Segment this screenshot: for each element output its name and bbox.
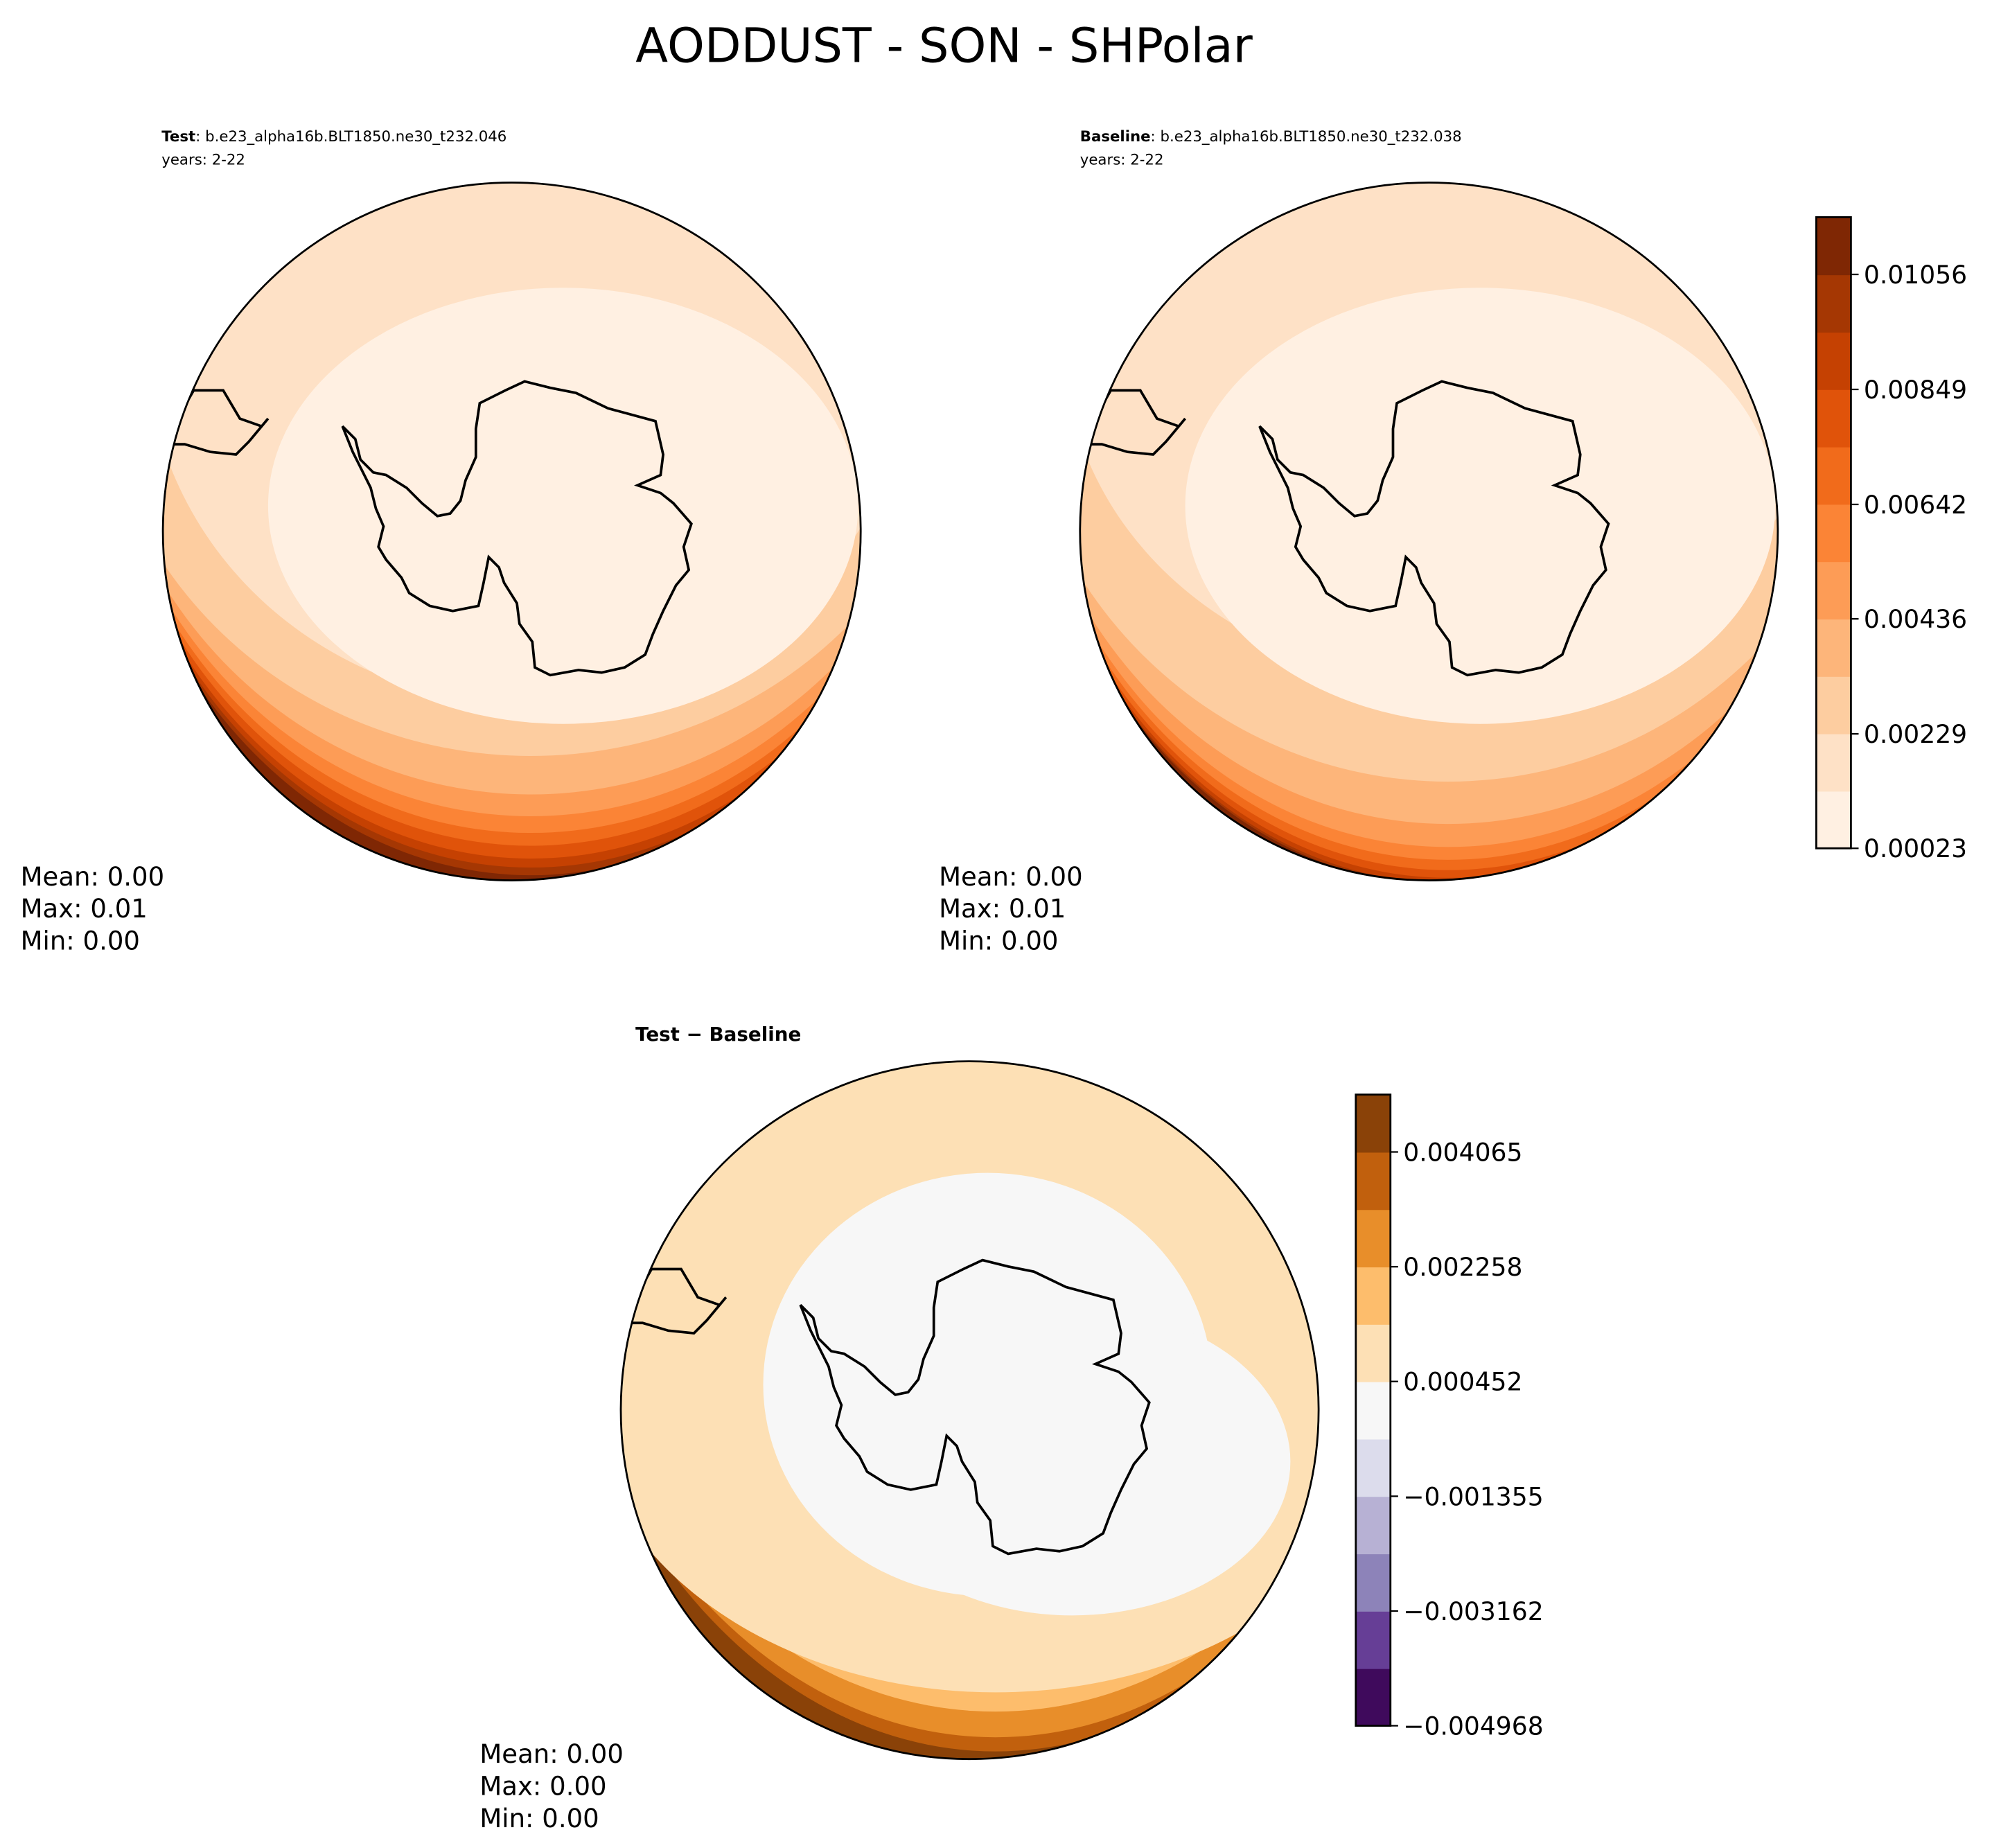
stat: Max: 0.01 xyxy=(939,894,1066,924)
colorbar-segment xyxy=(1816,561,1851,619)
figure-title: AODDUST - SON - SHPolar xyxy=(635,18,1253,73)
colorbar-segment xyxy=(1816,504,1851,563)
colorbar-tick-label: 0.00023 xyxy=(1864,834,1967,863)
colorbar-segment xyxy=(1816,332,1851,390)
land xyxy=(621,1267,728,1335)
colorbar-segment xyxy=(1816,676,1851,734)
stat: Min: 0.00 xyxy=(21,926,140,956)
stat: Min: 0.00 xyxy=(939,926,1058,956)
panel-case: : b.e23_alpha16b.BLT1850.ne30_t232.038 xyxy=(1151,128,1462,146)
colorbar-segment xyxy=(1355,1323,1391,1382)
colorbar-frame xyxy=(1355,1093,1392,1727)
colorbar-tick-label: 0.00849 xyxy=(1864,376,1967,405)
stat: Max: 0.00 xyxy=(479,1772,606,1802)
colorbar-tick-label: −0.001355 xyxy=(1403,1482,1543,1511)
colorbar-tick-label: 0.00436 xyxy=(1864,605,1967,634)
map-border xyxy=(1079,182,1779,881)
colorbar-segment xyxy=(1816,389,1851,448)
colorbar-segment xyxy=(1355,1209,1391,1268)
colorbar-segment xyxy=(1355,1668,1391,1727)
stat: Min: 0.00 xyxy=(479,1804,599,1833)
colorbar-tick-label: 0.01056 xyxy=(1864,261,1967,290)
map-border xyxy=(161,182,862,881)
colorbar-segment xyxy=(1355,1152,1391,1211)
contour-fill xyxy=(1185,288,1776,724)
colorbar-segment xyxy=(1816,274,1851,333)
panel-title: Test: b.e23_alpha16b.BLT1850.ne30_t232.0… xyxy=(161,128,506,146)
map xyxy=(1079,182,1778,881)
colorbar-tick-label: 0.000452 xyxy=(1403,1368,1522,1397)
colorbar-segment xyxy=(1355,1554,1391,1612)
stat: Mean: 0.00 xyxy=(939,862,1083,892)
colorbar-frame xyxy=(1815,216,1852,850)
panel-years: years: 2-22 xyxy=(161,152,245,169)
panel-label: Baseline xyxy=(1080,128,1151,146)
colorbar-segment xyxy=(1355,1267,1391,1325)
antarctica xyxy=(341,380,693,677)
colorbar-tick-label: 0.004065 xyxy=(1403,1138,1522,1167)
panel-case: : b.e23_alpha16b.BLT1850.ne30_t232.046 xyxy=(195,128,506,146)
colorbar-tick-label: −0.004968 xyxy=(1403,1712,1543,1741)
colorbar-segment xyxy=(1355,1094,1391,1153)
colorbar-segment xyxy=(1355,1438,1391,1497)
panel-title: Baseline: b.e23_alpha16b.BLT1850.ne30_t2… xyxy=(1080,128,1462,146)
colorbar-tick-label: 0.00642 xyxy=(1864,491,1967,520)
contour-fill xyxy=(854,1308,1291,1616)
colorbar-segment xyxy=(1355,1381,1391,1440)
panel-years: years: 2-22 xyxy=(1080,152,1164,169)
antarctica xyxy=(799,1258,1151,1556)
land xyxy=(163,389,270,456)
land xyxy=(1079,389,1187,456)
antarctica xyxy=(1258,380,1610,677)
colorbar-segment xyxy=(1816,446,1851,505)
stat: Mean: 0.00 xyxy=(21,862,165,892)
map-border xyxy=(619,1060,1320,1761)
panel-label: Test xyxy=(161,128,195,146)
colorbar-segment xyxy=(1816,217,1851,276)
stat: Mean: 0.00 xyxy=(479,1739,624,1769)
map xyxy=(163,182,861,881)
stat: Max: 0.01 xyxy=(21,894,148,924)
contour-fill xyxy=(267,288,858,724)
colorbar-segment xyxy=(1816,619,1851,677)
colorbar-tick-label: 0.002258 xyxy=(1403,1253,1522,1282)
panel-title: Test − Baseline xyxy=(635,1023,801,1046)
colorbar-segment xyxy=(1355,1610,1391,1669)
colorbar-segment xyxy=(1816,791,1851,850)
colorbar-tick-label: 0.00229 xyxy=(1864,720,1967,749)
map xyxy=(621,1061,1319,1759)
colorbar-segment xyxy=(1355,1496,1391,1555)
colorbar-tick-label: −0.003162 xyxy=(1403,1597,1543,1626)
colorbar-segment xyxy=(1816,733,1851,792)
